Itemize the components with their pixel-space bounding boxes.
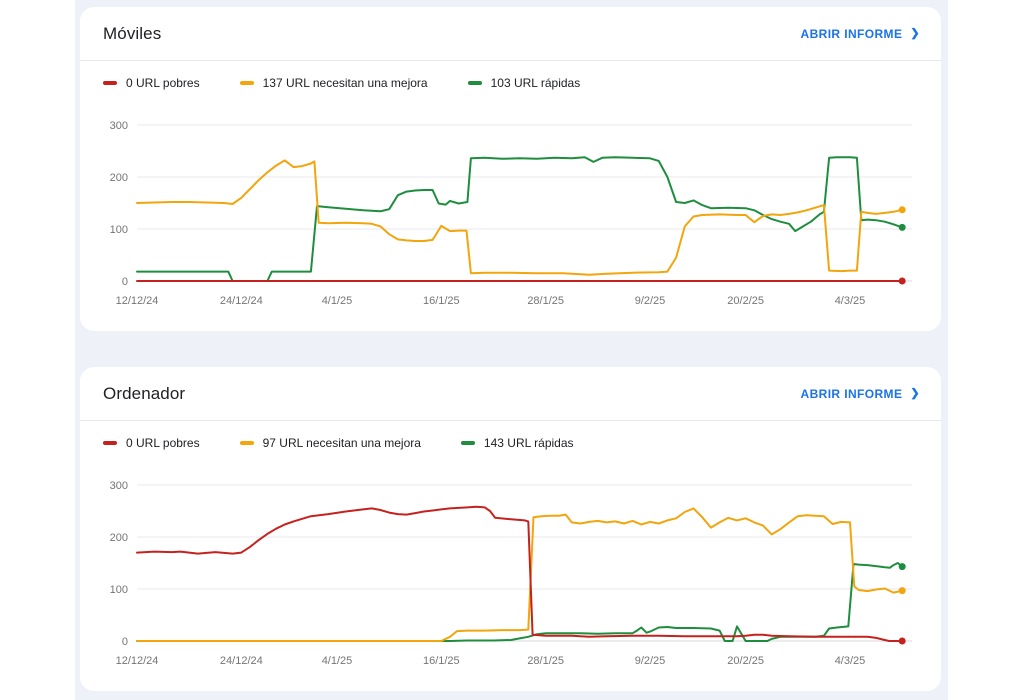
open-report-label: ABRIR INFORME: [800, 26, 903, 41]
svg-text:300: 300: [110, 480, 128, 492]
svg-text:20/2/25: 20/2/25: [727, 655, 764, 667]
legend-item-poor-urls: 0 URL pobres: [103, 76, 200, 90]
card-title-moviles: Móviles: [103, 23, 162, 43]
svg-text:100: 100: [110, 224, 128, 236]
svg-text:0: 0: [122, 276, 128, 288]
svg-text:100: 100: [110, 584, 128, 596]
legend-label: 97 URL necesitan una mejora: [262, 436, 421, 450]
legend-label: 0 URL pobres: [126, 76, 200, 90]
card-header: Ordenador ABRIR INFORME ❯: [80, 367, 941, 421]
legend-item-fast-urls: 143 URL rápidas: [460, 436, 574, 450]
chevron-right-icon: ❯: [910, 387, 920, 400]
svg-text:24/12/24: 24/12/24: [220, 655, 263, 667]
legend-dash-icon: [467, 81, 482, 85]
cwv-line-chart-ordenador: 0 100 200 300 12/12/24 24/12/24 4/1/25 16/1/25 2…: [110, 480, 912, 667]
svg-text:4/1/25: 4/1/25: [322, 295, 353, 307]
legend-dash-icon: [103, 81, 117, 85]
legend-item-fast-urls: 103 URL rápidas: [467, 76, 581, 90]
svg-text:0: 0: [122, 636, 128, 648]
legend-item-needs-improvement-urls: 97 URL necesitan una mejora: [239, 436, 421, 450]
svg-text:28/1/25: 28/1/25: [527, 295, 564, 307]
legend-ordenador: 0 URL pobres 97 URL necesitan una mejora…: [103, 436, 574, 450]
open-report-label: ABRIR INFORME: [800, 386, 903, 401]
svg-text:12/12/24: 12/12/24: [116, 655, 159, 667]
svg-text:4/1/25: 4/1/25: [322, 655, 353, 667]
legend-moviles: 0 URL pobres 137 URL necesitan una mejor…: [103, 76, 580, 90]
legend-dash-icon: [460, 441, 475, 445]
legend-label: 137 URL necesitan una mejora: [262, 76, 428, 90]
svg-text:24/12/24: 24/12/24: [220, 295, 263, 307]
legend-item-needs-improvement-urls: 137 URL necesitan una mejora: [239, 76, 428, 90]
open-report-link-ordenador[interactable]: ABRIR INFORME ❯: [801, 387, 921, 401]
legend-dash-icon: [239, 81, 254, 85]
legend-dash-icon: [103, 441, 117, 445]
svg-text:20/2/25: 20/2/25: [727, 295, 764, 307]
chevron-right-icon: ❯: [910, 27, 920, 40]
svg-text:9/2/25: 9/2/25: [635, 655, 666, 667]
svg-text:12/12/24: 12/12/24: [116, 295, 159, 307]
svg-text:9/2/25: 9/2/25: [635, 295, 666, 307]
svg-text:16/1/25: 16/1/25: [423, 655, 460, 667]
svg-text:200: 200: [110, 172, 128, 184]
card-ordenador: Ordenador ABRIR INFORME ❯ 0 URL pobres 9…: [80, 367, 941, 691]
open-report-link-moviles[interactable]: ABRIR INFORME ❯: [801, 27, 921, 41]
legend-dash-icon: [239, 441, 254, 445]
svg-text:28/1/25: 28/1/25: [527, 655, 564, 667]
legend-label: 0 URL pobres: [126, 436, 200, 450]
legend-label: 103 URL rápidas: [490, 76, 581, 90]
card-moviles: Móviles ABRIR INFORME ❯ 0 URL pobres 137…: [80, 7, 941, 331]
legend-item-poor-urls: 0 URL pobres: [103, 436, 200, 450]
svg-text:4/3/25: 4/3/25: [835, 295, 866, 307]
svg-text:200: 200: [110, 532, 128, 544]
svg-text:4/3/25: 4/3/25: [835, 655, 866, 667]
svg-text:16/1/25: 16/1/25: [423, 295, 460, 307]
svg-text:300: 300: [110, 120, 128, 132]
card-title-ordenador: Ordenador: [103, 383, 186, 403]
card-header: Móviles ABRIR INFORME ❯: [80, 7, 941, 61]
legend-label: 143 URL rápidas: [483, 436, 574, 450]
cwv-line-chart-moviles: 0 100 200 300 12/12/24 24/12/24 4/1/25 16/1/25 2…: [110, 120, 912, 307]
